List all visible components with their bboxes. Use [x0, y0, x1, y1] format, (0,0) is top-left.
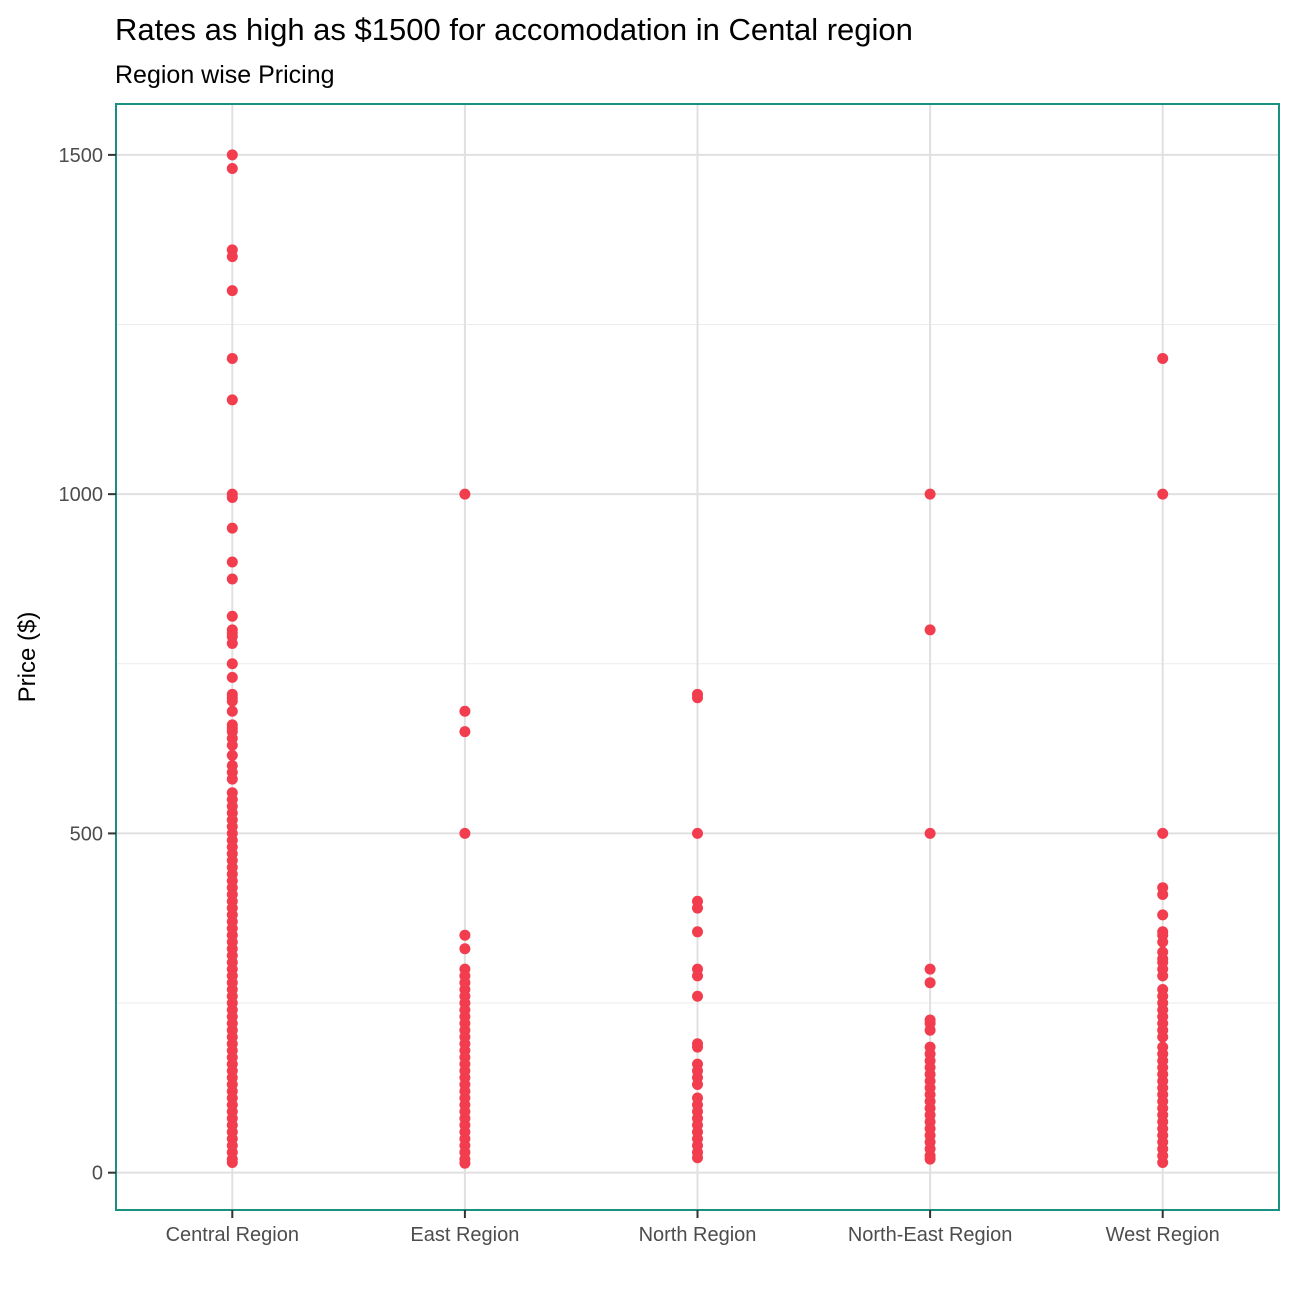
data-point [692, 970, 703, 982]
data-point [924, 624, 936, 636]
data-point [1157, 909, 1169, 921]
data-point [226, 637, 238, 649]
x-tick-label: North Region [639, 1224, 757, 1246]
data-point [226, 522, 238, 534]
data-point [692, 827, 703, 839]
data-point [226, 739, 238, 751]
data-point [1157, 352, 1169, 364]
x-axis: Central Region East Region North Region Nor… [166, 1210, 1220, 1246]
data-point [924, 827, 936, 839]
data-point [226, 749, 238, 761]
x-tick-label: North-East Region [848, 1224, 1013, 1246]
data-point [226, 671, 238, 683]
chart-title: Rates as high as $1500 for accomodation … [115, 12, 913, 47]
data-point [692, 1152, 703, 1164]
data-point [924, 488, 936, 500]
data-point [692, 990, 703, 1002]
data-point [226, 285, 238, 297]
data-point [692, 926, 703, 938]
data-point [459, 943, 471, 955]
data-point [459, 929, 471, 941]
data-point [226, 352, 238, 364]
data-point [459, 827, 471, 839]
y-tick-label: 500 [70, 823, 103, 845]
data-point [226, 695, 238, 707]
data-point [226, 251, 238, 263]
data-point [226, 556, 238, 568]
data-point [226, 492, 238, 504]
data-point [1157, 827, 1169, 839]
y-tick-label: 0 [92, 1163, 103, 1185]
data-point [459, 488, 471, 500]
chart-subtitle: Region wise Pricing [115, 61, 335, 89]
x-tick-label: Central Region [166, 1224, 299, 1246]
data-point [226, 573, 238, 585]
data-point [1157, 936, 1169, 948]
y-axis: 0 500 1000 1500 [59, 145, 116, 1185]
data-point [226, 394, 238, 406]
data-point [459, 1157, 471, 1169]
data-point [692, 902, 703, 914]
data-point [1157, 488, 1169, 500]
data-point [226, 705, 238, 717]
data-point [1157, 888, 1169, 900]
data-point [692, 692, 703, 704]
data-point [924, 963, 936, 975]
y-axis-title: Price ($) [14, 612, 41, 703]
data-point [459, 705, 471, 717]
data-point [692, 1078, 703, 1090]
x-tick-label: East Region [410, 1224, 519, 1246]
data-point [692, 1041, 703, 1053]
data-point [226, 1157, 238, 1169]
data-point [1157, 970, 1169, 982]
data-point [924, 1153, 936, 1165]
data-point [226, 773, 238, 785]
data-point [226, 149, 238, 161]
data-point [226, 658, 238, 670]
data-point [226, 610, 238, 622]
data-point [1157, 1031, 1169, 1043]
data-points [226, 149, 1169, 1169]
y-tick-label: 1500 [59, 145, 104, 167]
data-point [924, 977, 936, 989]
data-point [226, 162, 238, 174]
data-point [924, 1024, 936, 1036]
data-point [459, 726, 471, 738]
x-tick-label: West Region [1106, 1224, 1220, 1246]
y-tick-label: 1000 [59, 484, 104, 506]
data-point [1157, 1157, 1169, 1169]
